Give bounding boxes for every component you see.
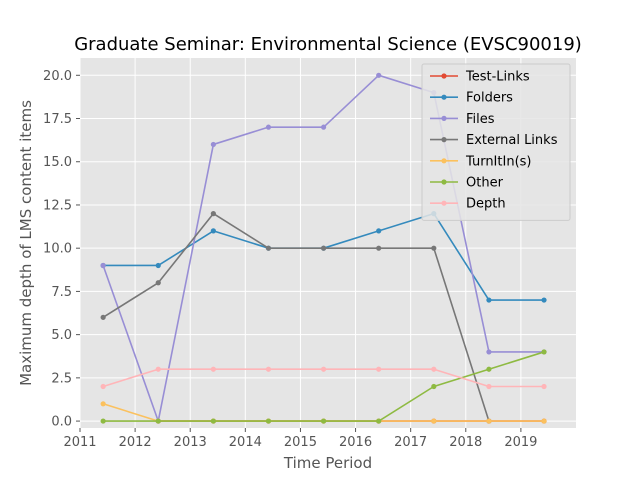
legend-box — [421, 63, 571, 221]
data-point — [265, 124, 272, 130]
legend-marker — [441, 158, 447, 164]
series-depth — [100, 366, 547, 390]
data-point — [265, 245, 272, 251]
data-point — [100, 418, 106, 424]
data-point — [210, 366, 216, 372]
data-point — [265, 418, 272, 424]
data-point — [431, 383, 437, 390]
data-point — [376, 245, 382, 251]
x-tick-label: 2014 — [229, 435, 262, 450]
legend-label: TurnItIn(s) — [465, 154, 531, 169]
x-tick-label: 2011 — [63, 435, 96, 450]
data-point — [100, 262, 106, 269]
y-tick-label: 5.0 — [51, 328, 72, 343]
legend-label: Folders — [466, 91, 513, 106]
y-tick-label: 20.0 — [43, 69, 72, 84]
y-tick-label: 0.0 — [51, 415, 72, 430]
legend-label: Depth — [466, 197, 506, 212]
data-point — [265, 366, 272, 372]
x-axis-ticks: 2011 2012 2013 2014 2015 2016 2017 2018 2019 — [63, 428, 537, 450]
data-point — [320, 245, 327, 251]
data-point — [541, 297, 547, 303]
y-tick-label: 2.5 — [51, 371, 72, 386]
y-tick-label: 17.5 — [43, 112, 72, 127]
data-point — [320, 124, 327, 130]
data-point — [376, 418, 382, 424]
legend-marker — [441, 137, 447, 143]
legend: Test-Links Folders Files External Links Turn… — [421, 63, 571, 221]
legend-label: Test-Links — [465, 70, 530, 85]
data-point — [541, 383, 547, 390]
data-point — [100, 383, 106, 390]
y-axis-label: Maximum depth of LMS content items — [17, 100, 35, 386]
data-point — [376, 366, 382, 372]
data-point — [486, 297, 492, 303]
x-axis-label: Time Period — [283, 454, 372, 472]
x-tick-label: 2012 — [119, 435, 152, 450]
legend-item: Depth — [430, 197, 506, 212]
y-axis-ticks: 0.0 2.5 5.0 7.5 10.0 12.5 15.0 17.5 20.0 — [43, 69, 80, 430]
x-tick-label: 2018 — [449, 435, 482, 450]
data-point — [376, 72, 382, 78]
data-point — [486, 366, 492, 372]
legend-label: External Links — [466, 133, 558, 148]
x-tick-label: 2015 — [284, 435, 317, 450]
x-tick-label: 2019 — [504, 435, 537, 450]
legend-marker — [441, 179, 447, 185]
legend-item: Test-Links — [430, 70, 530, 85]
data-point — [431, 245, 437, 251]
legend-item: Files — [430, 112, 495, 127]
y-tick-label: 10.0 — [43, 242, 72, 257]
series-line — [102, 212, 490, 422]
data-point — [320, 418, 327, 424]
data-point — [100, 401, 106, 407]
data-point — [376, 228, 382, 234]
legend-item: Other — [430, 176, 504, 191]
data-point — [155, 366, 161, 372]
data-point — [431, 366, 437, 372]
y-tick-label: 15.0 — [43, 155, 72, 170]
y-tick-label: 7.5 — [51, 285, 72, 300]
data-point — [210, 211, 216, 217]
data-point — [320, 366, 327, 372]
series-layer — [100, 72, 547, 424]
data-point — [541, 418, 547, 424]
data-point — [486, 383, 492, 390]
legend-marker — [441, 73, 447, 79]
legend-item: TurnItIn(s) — [430, 154, 531, 169]
data-point — [155, 280, 161, 286]
data-point — [155, 262, 161, 269]
data-point — [210, 141, 216, 148]
legend-marker — [441, 94, 447, 100]
legend-marker — [441, 200, 447, 206]
data-point — [486, 418, 492, 424]
x-tick-label: 2013 — [174, 435, 207, 450]
x-tick-label: 2017 — [394, 435, 427, 450]
legend-label: Files — [466, 112, 495, 127]
legend-item: External Links — [430, 133, 558, 148]
legend-label: Other — [466, 176, 504, 191]
data-point — [541, 349, 547, 355]
x-tick-label: 2016 — [339, 435, 372, 450]
chart-title: Graduate Seminar: Environmental Science … — [74, 34, 582, 55]
data-point — [210, 228, 216, 234]
series-other — [100, 349, 547, 424]
data-point — [155, 418, 161, 424]
legend-item: Folders — [430, 91, 513, 106]
data-point — [210, 418, 216, 424]
data-point — [486, 349, 492, 355]
y-tick-label: 12.5 — [43, 198, 72, 213]
data-point — [431, 418, 437, 424]
data-point — [100, 314, 106, 320]
legend-marker — [441, 115, 447, 121]
